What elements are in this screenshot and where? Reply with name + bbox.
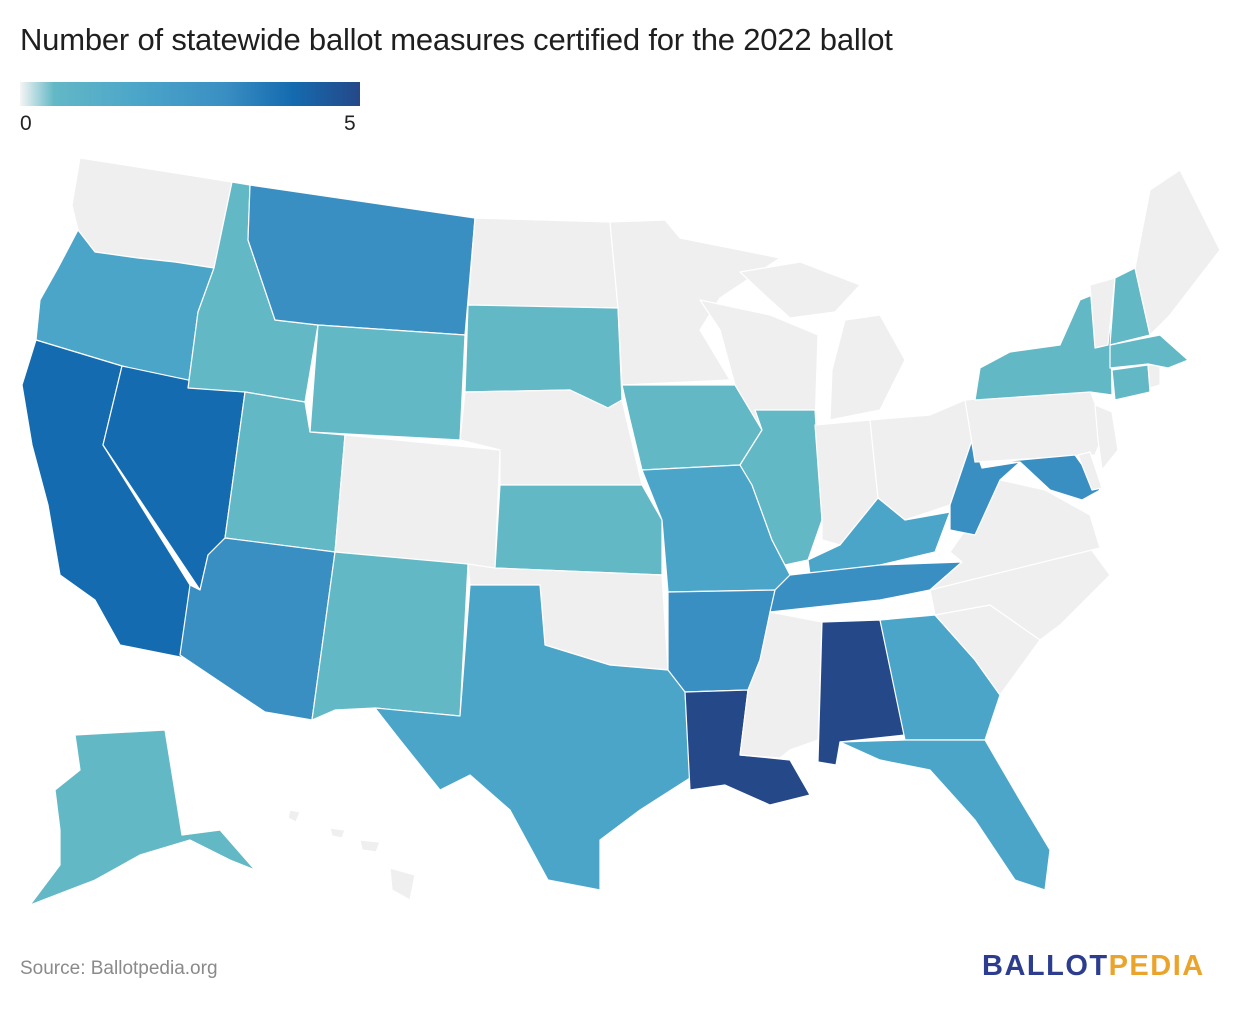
state-MT[interactable] — [247, 184, 476, 336]
state-KS[interactable] — [494, 484, 663, 576]
state-MA[interactable] — [1109, 334, 1189, 369]
state-CO[interactable] — [334, 434, 501, 569]
state-RI[interactable] — [1147, 362, 1161, 389]
state-IA[interactable] — [621, 384, 763, 471]
ballotpedia-logo[interactable]: BALLOTPEDIA — [982, 950, 1205, 983]
legend-min-label: 0 — [20, 112, 32, 135]
state-VA[interactable] — [929, 479, 1101, 591]
state-NC[interactable] — [929, 547, 1111, 641]
state-TX[interactable] — [374, 584, 691, 891]
state-CT[interactable] — [1111, 364, 1151, 401]
state-WA[interactable] — [71, 157, 233, 269]
color-scale-legend — [20, 82, 360, 106]
state-DE[interactable] — [1077, 451, 1103, 491]
logo-part-pedia: PEDIA — [1108, 950, 1205, 982]
state-ME[interactable] — [1134, 169, 1221, 336]
legend-max-label: 5 — [344, 112, 356, 135]
state-FL[interactable] — [839, 739, 1051, 891]
state-PA[interactable] — [964, 389, 1106, 463]
state-AK[interactable] — [29, 729, 256, 906]
state-ND[interactable] — [467, 217, 619, 309]
state-NJ[interactable] — [1094, 404, 1119, 471]
chart-title: Number of statewide ballot measures cert… — [20, 22, 893, 57]
us-states-map — [21, 157, 1221, 906]
state-HI[interactable] — [287, 809, 416, 901]
state-MD[interactable] — [997, 454, 1101, 501]
state-NM[interactable] — [311, 551, 469, 721]
logo-part-ballot: BALLOT — [982, 950, 1109, 982]
state-VT[interactable] — [1089, 277, 1116, 349]
state-WY[interactable] — [309, 324, 466, 441]
state-MI[interactable] — [739, 261, 906, 421]
source-note: Source: Ballotpedia.org — [20, 958, 218, 979]
